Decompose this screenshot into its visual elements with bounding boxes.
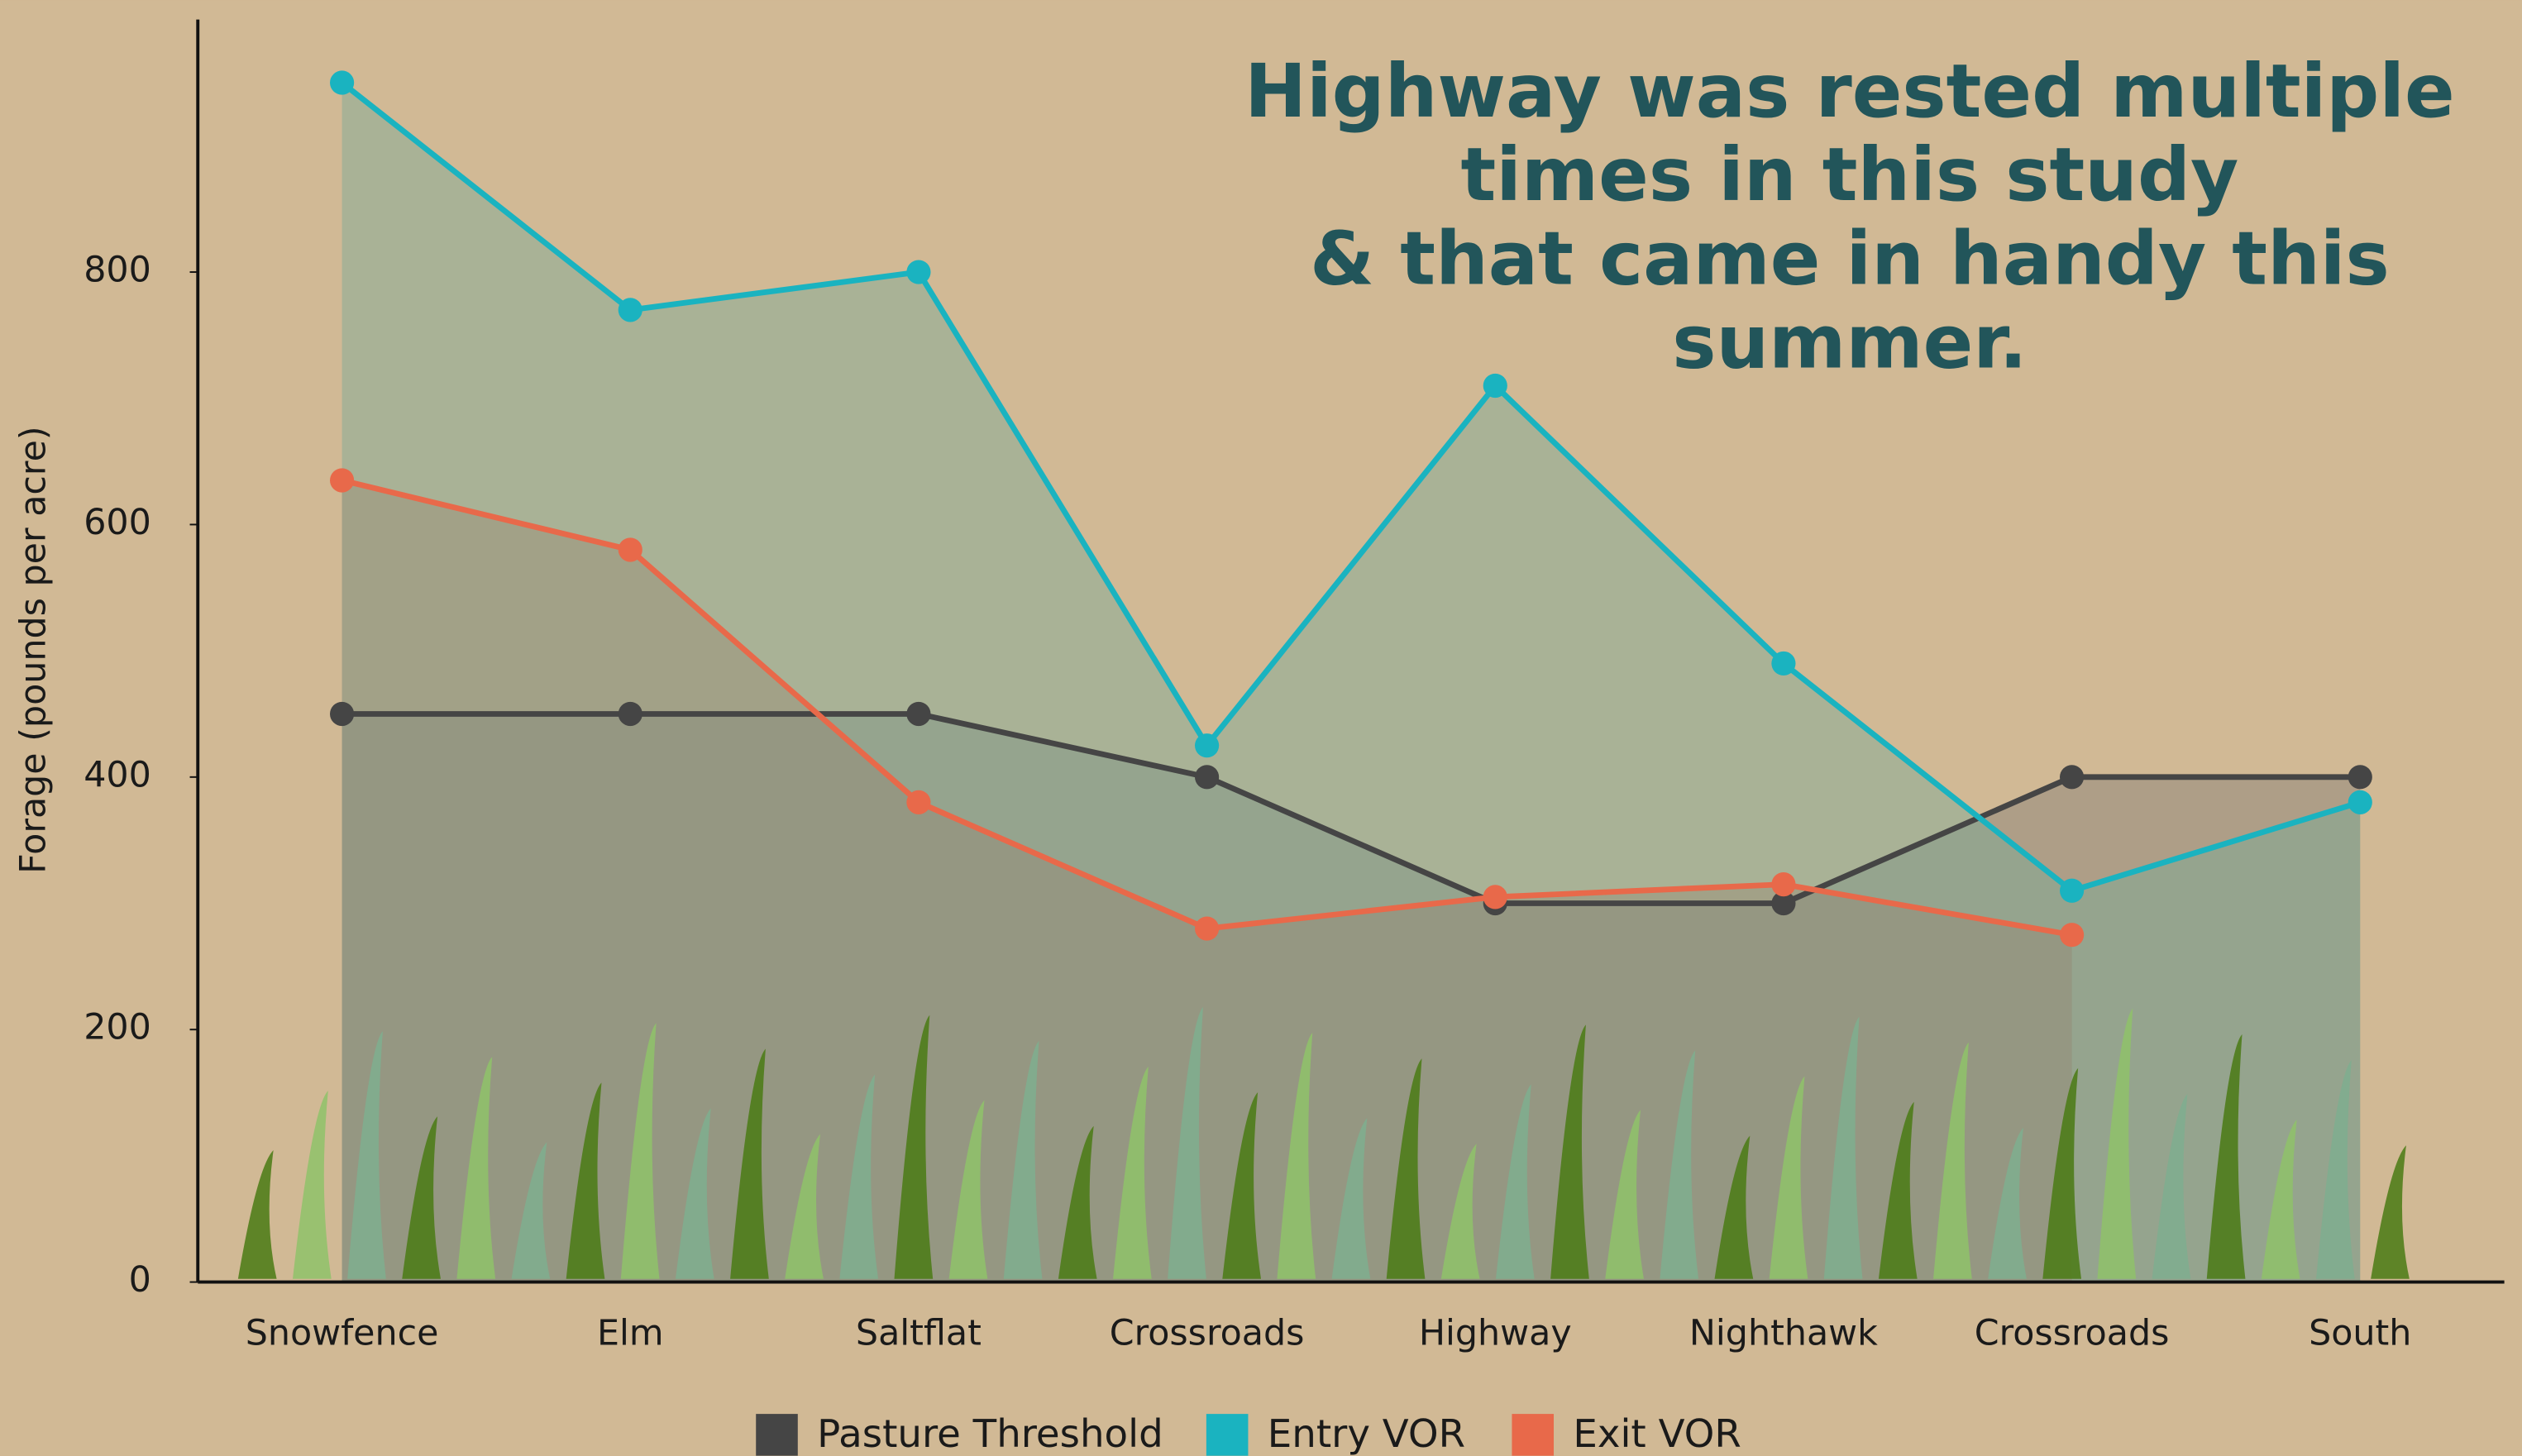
x-tick-label: Highway [1419,1312,1572,1353]
point [906,260,930,284]
legend-swatch [756,1414,798,1456]
y-tick-label: 400 [84,754,151,795]
y-tick-label: 600 [84,502,151,543]
point [1195,733,1219,757]
legend-label: Pasture Threshold [817,1412,1163,1456]
point [1483,885,1507,909]
point [1195,765,1219,789]
point [1483,374,1507,398]
point [619,298,642,322]
x-tick-label: Crossroads [1975,1312,2170,1353]
point [330,70,354,94]
legend-label: Exit VOR [1573,1412,1741,1456]
legend-swatch [1512,1414,1554,1456]
y-tick-label: 800 [84,250,151,291]
y-tick-label: 0 [129,1259,151,1301]
point [906,702,930,726]
point [2060,765,2084,789]
x-tick-label: Snowfence [246,1312,439,1353]
x-tick-label: Saltflat [856,1312,982,1353]
legend-label: Entry VOR [1268,1412,1465,1456]
point [1771,872,1795,896]
point [1195,916,1219,940]
x-tick-label: South [2309,1312,2411,1353]
point [330,702,354,726]
x-tick-label: Crossroads [1110,1312,1305,1353]
x-tick-label: Elm [597,1312,664,1353]
point [1771,652,1795,675]
point [2348,790,2372,814]
page: Highway was rested multipletimes in this… [0,0,2522,1456]
y-axis-label: Forage (pounds per acre) [12,426,54,873]
point [2348,765,2372,789]
point [330,468,354,492]
point [2060,879,2084,903]
legend-swatch [1206,1414,1249,1456]
point [2060,923,2084,947]
point [619,537,642,561]
y-tick-label: 200 [84,1007,151,1048]
chart: Highway was rested multipletimes in this… [0,0,2522,1456]
point [906,790,930,814]
point [619,702,642,726]
x-tick-label: Nighthawk [1689,1312,1878,1353]
